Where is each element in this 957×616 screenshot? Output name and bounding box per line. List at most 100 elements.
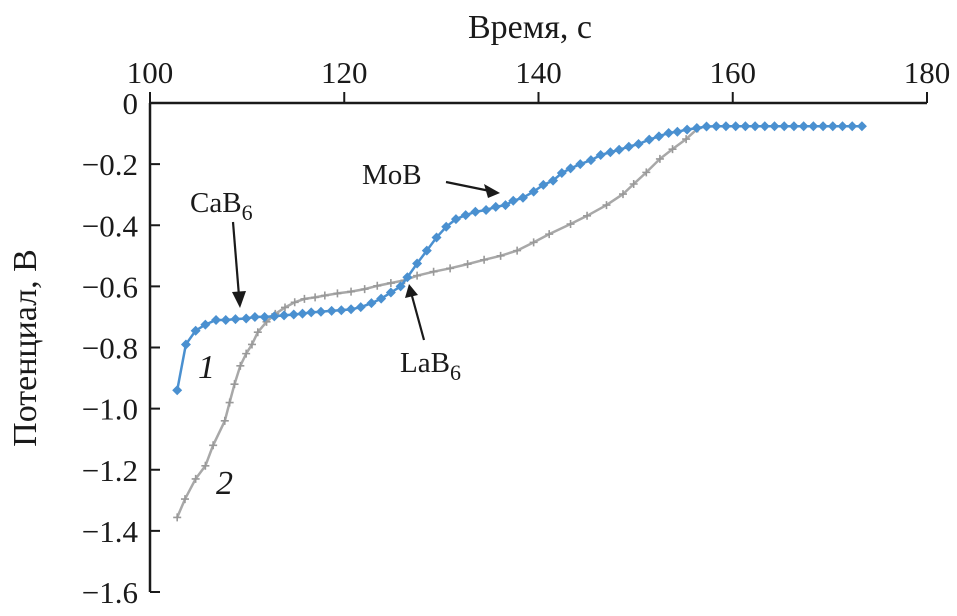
annotation-label: LaB6 [400,347,461,385]
curve-label-2: 2 [216,465,233,502]
data-point [655,154,664,163]
data-point [211,314,222,325]
curve-label-1: 1 [198,349,215,386]
data-point [528,186,539,197]
data-point [402,272,413,283]
annotation-lab6: LaB6 [400,284,461,385]
data-point [373,281,382,290]
data-point [431,232,442,243]
data-point [201,461,210,470]
data-point [386,279,395,288]
data-point [682,124,693,135]
data-point [347,287,356,296]
data-point [545,230,554,239]
data-point [333,289,342,298]
axes: 100 120 140 160 180 0 −0.2 −0.4 −0.6 −0.8 −1.0 −1.2… [82,55,950,610]
data-point [220,314,231,325]
data-point [326,305,337,316]
data-point [173,513,182,522]
data-point [538,179,549,190]
data-point [395,281,406,292]
arrowhead [484,184,500,198]
data-point [412,258,423,269]
data-point [847,121,858,132]
annotation-cab6: CaB6 [190,187,253,308]
data-point [290,298,299,307]
data-point [220,416,229,425]
data-point [346,304,357,315]
x-tick-label: 160 [710,55,757,90]
data-point [827,121,838,132]
data-point [759,121,770,132]
data-point [517,192,528,203]
data-point [556,167,567,178]
data-point [788,121,799,132]
data-point [241,313,252,324]
data-point [200,319,211,330]
data-point [376,293,387,304]
data-point [247,340,256,349]
annotation-mob: MoB [362,159,500,198]
data-point [633,138,644,149]
data-point [740,121,751,132]
data-point [230,380,239,389]
data-point [230,314,241,325]
data-point [281,303,290,312]
data-point [311,293,320,302]
annotation-label: CaB6 [190,187,253,225]
data-point [508,195,519,206]
data-point [618,190,627,199]
data-point [385,287,396,298]
annotation-arrow [445,180,491,193]
y-tick-label: −1.2 [82,453,138,488]
data-point [360,285,369,294]
data-point [614,144,625,155]
data-point [701,121,712,132]
data-point [172,385,183,396]
data-point [730,121,741,132]
data-point [798,121,809,132]
data-point [209,441,218,450]
annotation-arrow [231,221,241,297]
data-point [242,349,251,358]
data-point [605,147,616,158]
data-point [663,127,674,138]
data-point [672,126,683,137]
data-point [585,155,596,166]
data-point [259,311,270,322]
y-axis-title: Потенциал, В [7,249,44,447]
data-point [500,200,511,211]
data-point [769,121,780,132]
data-point [490,201,501,212]
data-point [460,210,471,221]
data-point [463,260,472,269]
y-tick-label: −0.4 [82,208,139,243]
series-line [175,124,862,391]
data-point [642,168,651,177]
data-point [623,141,634,152]
data-point [529,238,538,247]
data-point [818,121,829,132]
data-point [575,159,586,170]
x-tick-label: 100 [127,55,174,90]
data-point [668,145,677,154]
data-point [513,246,522,255]
data-point [711,121,722,132]
data-point [644,134,655,145]
y-tick-label: −1.6 [82,575,138,610]
series-1 [172,121,867,396]
data-point [629,179,638,188]
data-point [191,474,200,483]
data-point [320,291,329,300]
data-point [565,163,576,174]
series-layer [172,121,867,522]
data-point [682,135,691,144]
data-point [355,302,366,313]
data-point [336,305,347,316]
data-point [180,339,191,350]
data-point [720,121,731,132]
data-point [837,121,848,132]
data-point [190,325,201,336]
data-point [306,307,317,318]
